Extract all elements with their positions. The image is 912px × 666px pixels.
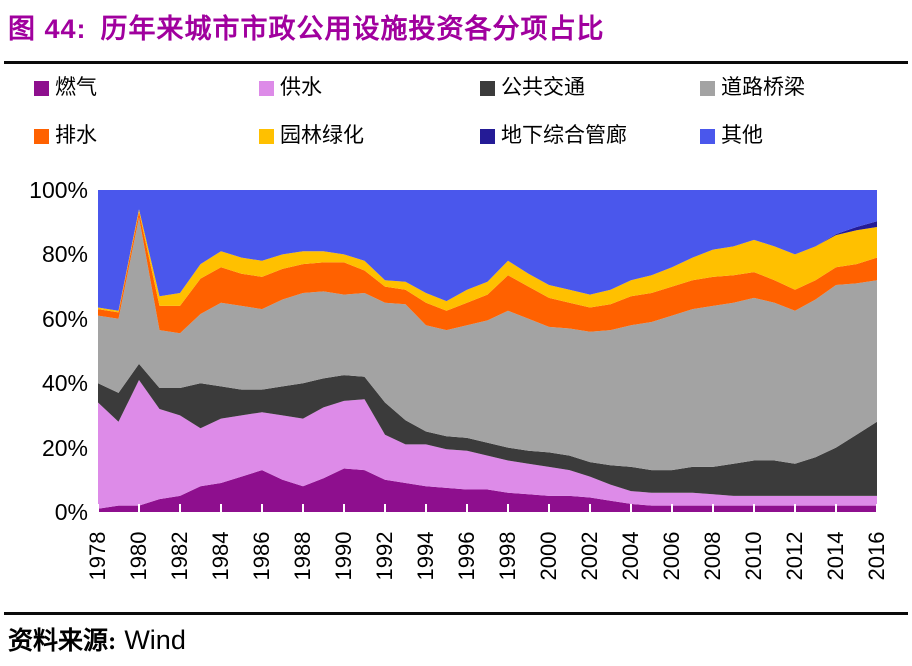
x-tick-label: 2012 <box>782 531 807 581</box>
axis-tick <box>425 504 427 512</box>
y-tick-label: 60% <box>41 305 88 332</box>
x-tick-label: 2010 <box>741 531 766 581</box>
axis-tick <box>179 504 181 512</box>
axis-tick <box>589 504 591 512</box>
legend-label: 地下综合管廊 <box>501 124 627 147</box>
legend-swatch <box>480 80 495 96</box>
axis-tick <box>671 504 673 512</box>
axis-tick <box>220 504 222 512</box>
stacked-area-svg <box>97 190 878 512</box>
y-tick-label: 0% <box>54 499 88 525</box>
axis-tick <box>466 504 468 512</box>
axis-tick <box>138 504 140 512</box>
x-tick-label: 1986 <box>249 531 274 581</box>
legend-label: 其他 <box>721 124 763 147</box>
chart-title: 图 44: 历年来城市市政公用设施投资各分项占比 <box>8 7 605 46</box>
legend-label: 园林绿化 <box>280 124 364 147</box>
area-series <box>98 363 877 496</box>
axis-tick <box>794 504 796 512</box>
axis-tick <box>876 504 878 512</box>
x-tick-label: 1994 <box>413 531 438 581</box>
area-series <box>98 190 877 311</box>
x-tick-label: 2014 <box>823 531 848 581</box>
legend-item: 道路桥梁 <box>700 76 805 100</box>
axis-tick <box>384 504 386 512</box>
axis-tick <box>261 504 263 512</box>
legend-swatch <box>259 128 274 144</box>
x-tick-label: 1988 <box>290 531 315 581</box>
bottom-divider <box>4 612 908 615</box>
x-tick-label: 2006 <box>659 531 684 581</box>
axis-tick <box>97 504 99 512</box>
legend-label: 排水 <box>55 124 97 147</box>
area-series <box>98 209 877 313</box>
legend-item: 排水 <box>34 124 97 148</box>
y-tick-label: 40% <box>41 370 88 397</box>
x-tick-label: 2016 <box>864 531 889 581</box>
source-label: 资料来源: <box>8 628 117 655</box>
legend-label: 供水 <box>280 76 322 99</box>
legend-item: 地下综合管廊 <box>480 124 627 148</box>
axis-tick <box>835 504 837 512</box>
axis-tick <box>712 504 714 512</box>
y-tick-label: 80% <box>41 241 88 268</box>
axis-tick <box>548 504 550 512</box>
legend-item: 供水 <box>259 76 322 100</box>
x-tick-label: 1980 <box>126 531 151 581</box>
area-series <box>98 380 877 509</box>
stacked-area-plot <box>97 190 878 512</box>
axis-tick <box>343 504 345 512</box>
legend-swatch <box>259 80 274 96</box>
legend-swatch <box>700 128 715 144</box>
legend-label: 公共交通 <box>501 76 585 99</box>
legend-swatch <box>480 128 495 144</box>
legend-item: 燃气 <box>34 76 97 100</box>
legend-swatch <box>34 128 49 144</box>
x-tick-label: 1998 <box>495 531 520 581</box>
x-tick-label: 1990 <box>331 531 356 581</box>
figure-number: 图 44: <box>8 14 87 44</box>
x-tick-label: 1992 <box>372 531 397 581</box>
x-tick-label: 2008 <box>700 531 725 581</box>
y-tick-label: 100% <box>29 177 88 203</box>
area-series <box>98 217 877 471</box>
area-series <box>98 468 877 512</box>
chart-title-text: 历年来城市市政公用设施投资各分项占比 <box>100 14 605 44</box>
y-tick-label: 20% <box>41 434 88 461</box>
legend-label: 道路桥梁 <box>721 76 805 99</box>
axis-tick <box>630 504 632 512</box>
top-divider <box>4 61 908 64</box>
x-tick-label: 1984 <box>208 531 233 581</box>
source-line: 资料来源: Wind <box>8 621 186 657</box>
axis-tick <box>753 504 755 512</box>
source-value: Wind <box>124 625 186 655</box>
axis-tick <box>507 504 509 512</box>
x-tick-label: 2004 <box>618 531 643 581</box>
legend-label: 燃气 <box>55 76 97 99</box>
legend-swatch <box>34 80 49 96</box>
legend-item: 园林绿化 <box>259 124 364 148</box>
axis-tick <box>302 504 304 512</box>
legend-swatch <box>700 80 715 96</box>
x-tick-label: 1982 <box>167 531 192 581</box>
x-tick-label: 1996 <box>454 531 479 581</box>
x-tick-label: 2000 <box>536 531 561 581</box>
area-series <box>98 211 877 334</box>
x-tick-label: 1978 <box>85 531 110 581</box>
legend-item: 公共交通 <box>480 76 585 100</box>
legend-item: 其他 <box>700 124 763 148</box>
x-tick-label: 2002 <box>577 531 602 581</box>
